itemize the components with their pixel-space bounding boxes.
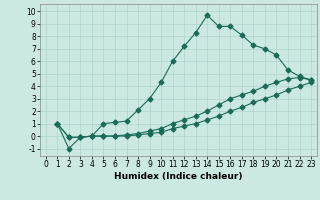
X-axis label: Humidex (Indice chaleur): Humidex (Indice chaleur) [114,172,243,181]
